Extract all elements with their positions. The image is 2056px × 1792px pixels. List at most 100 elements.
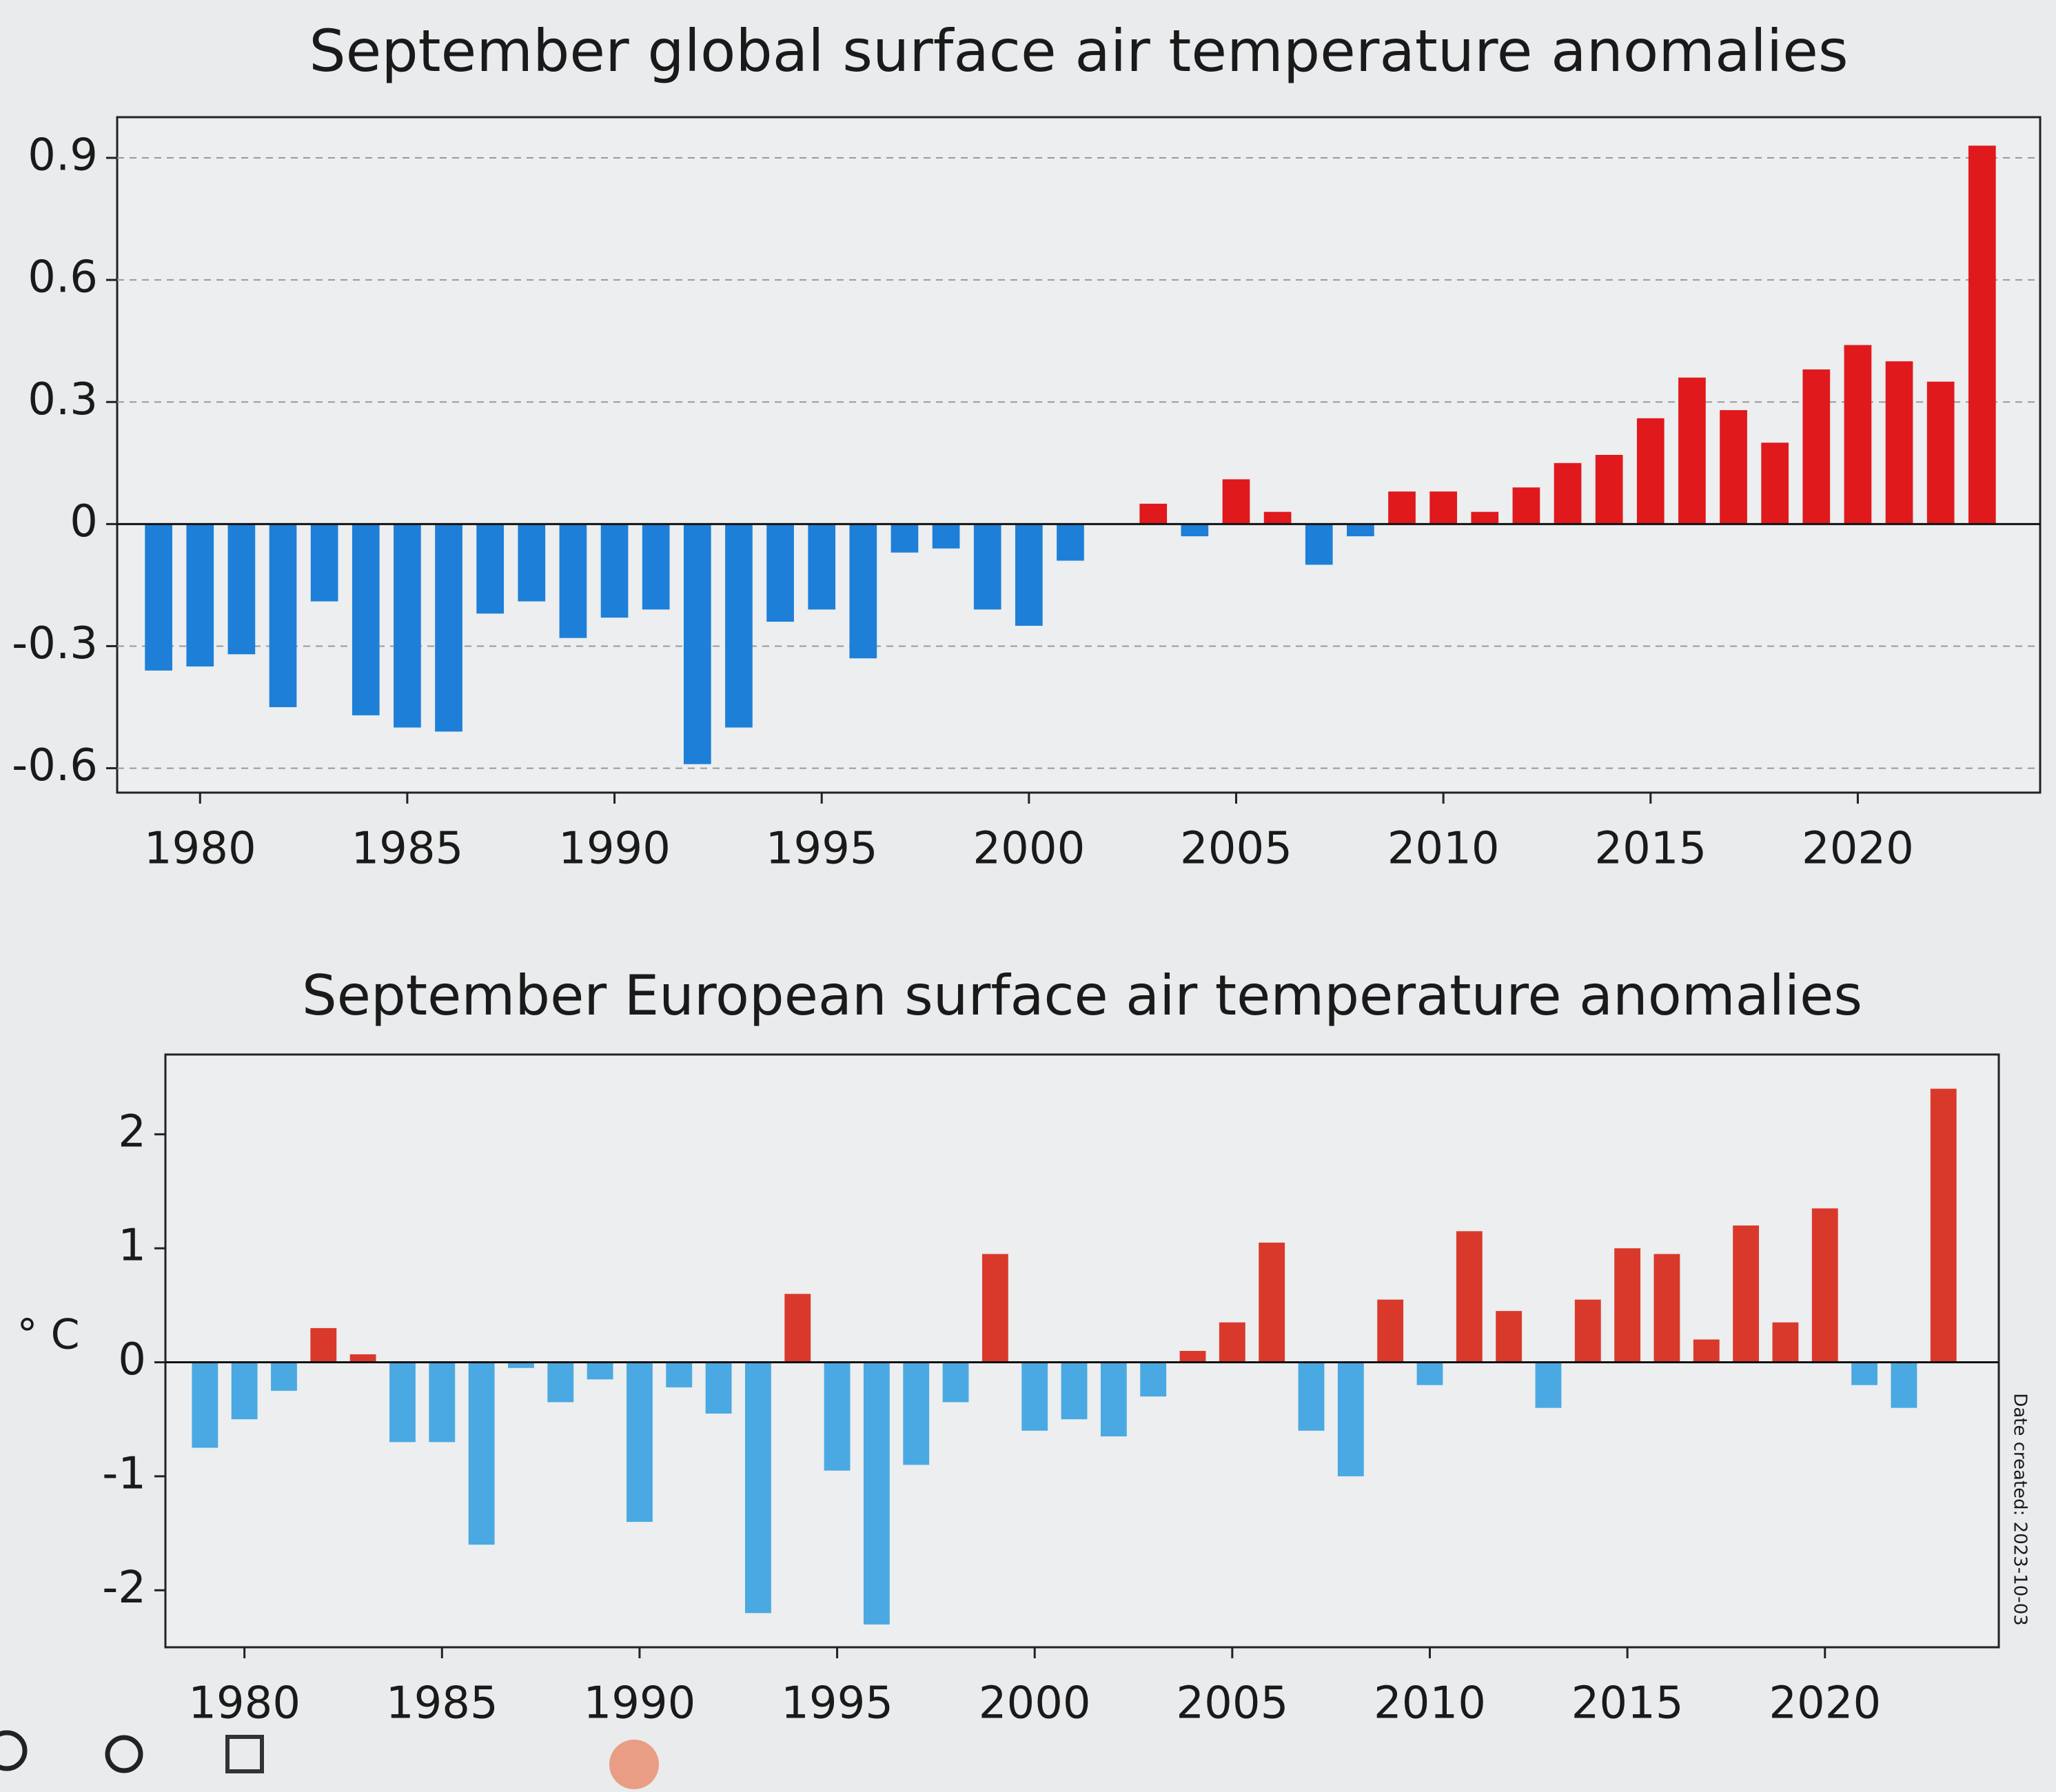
- bar: [1347, 524, 1374, 537]
- x-tick-label: 2020: [1769, 1678, 1881, 1729]
- y-tick-label: 0.3: [28, 374, 98, 425]
- taskbar-icon[interactable]: [0, 1730, 28, 1771]
- bar: [1298, 1362, 1325, 1431]
- bar: [1733, 1225, 1760, 1363]
- bar: [508, 1362, 534, 1368]
- bar: [1926, 381, 1955, 525]
- bar: [642, 524, 670, 610]
- bar: [186, 524, 214, 666]
- bar: [1574, 1299, 1601, 1363]
- y-tick-label: 0.6: [28, 252, 98, 303]
- y-tick-label: 0: [118, 1334, 146, 1385]
- bar: [394, 524, 421, 728]
- bar: [435, 524, 462, 732]
- taskbar: [0, 1730, 659, 1789]
- bar: [1653, 1254, 1680, 1363]
- bar: [1259, 1242, 1285, 1363]
- x-tick-label: 1985: [351, 824, 463, 875]
- y-tick-label: -1: [102, 1449, 146, 1500]
- bar: [1429, 491, 1457, 525]
- bar: [1471, 511, 1499, 525]
- date-note: Date created: 2023-10-03: [2010, 1393, 2030, 1626]
- y-tick-label: -0.3: [12, 618, 98, 669]
- bar: [1015, 524, 1043, 626]
- bar: [1720, 410, 1747, 525]
- bar: [973, 524, 1001, 610]
- bar: [231, 1362, 258, 1420]
- bar: [1811, 1208, 1838, 1363]
- bar: [666, 1362, 693, 1387]
- bar: [1535, 1362, 1562, 1408]
- bar: [725, 524, 753, 728]
- bar: [1337, 1362, 1364, 1476]
- chart-title: September European surface air temperatu…: [302, 964, 1862, 1028]
- bar: [547, 1362, 574, 1403]
- bar: [1179, 1351, 1206, 1363]
- bar: [1416, 1362, 1443, 1385]
- bar: [468, 1362, 495, 1545]
- taskbar-icon[interactable]: [225, 1735, 264, 1773]
- bar: [1456, 1231, 1483, 1363]
- bar: [766, 524, 794, 622]
- bar: [1802, 369, 1831, 525]
- bar: [1496, 1311, 1523, 1363]
- bar: [476, 524, 505, 614]
- bar: [600, 524, 629, 618]
- x-tick-label: 2005: [1176, 1678, 1288, 1729]
- y-tick-label: 0: [70, 496, 98, 547]
- bar: [518, 524, 546, 602]
- bar: [310, 1327, 337, 1363]
- bar: [863, 1362, 890, 1625]
- bar: [1139, 503, 1168, 525]
- bar: [890, 524, 919, 553]
- bar: [903, 1362, 930, 1465]
- x-tick-label: 1990: [558, 824, 671, 875]
- bar: [145, 524, 172, 671]
- bar: [824, 1362, 851, 1471]
- y-tick-label: 2: [118, 1106, 146, 1157]
- bar: [1222, 479, 1250, 525]
- bar: [808, 524, 836, 610]
- bar: [269, 524, 297, 708]
- bar: [683, 524, 711, 764]
- bar: [1100, 1362, 1127, 1437]
- bar: [227, 524, 256, 655]
- chart: September European surface air temperatu…: [17, 964, 2030, 1729]
- taskbar-icon[interactable]: [105, 1735, 143, 1773]
- y-axis-label: ° C: [17, 1311, 80, 1359]
- bar: [627, 1362, 653, 1523]
- x-tick-label: 2015: [1594, 824, 1707, 875]
- bar: [1061, 1362, 1088, 1420]
- x-tick-label: 2020: [1802, 824, 1914, 875]
- bar: [1181, 524, 1209, 537]
- y-tick-label: -2: [102, 1562, 146, 1613]
- bar: [192, 1362, 218, 1448]
- bar: [744, 1362, 771, 1613]
- bar: [1263, 511, 1292, 525]
- bar: [1305, 524, 1333, 565]
- taskbar-icon[interactable]: [609, 1740, 659, 1789]
- bar: [1388, 491, 1416, 525]
- y-tick-label: 0.9: [28, 130, 98, 181]
- plot-area: [164, 1053, 2000, 1649]
- bar: [352, 524, 380, 715]
- bar: [389, 1362, 416, 1443]
- bar: [1693, 1339, 1720, 1363]
- bar: [1851, 1362, 1878, 1385]
- bar: [1554, 462, 1582, 525]
- x-tick-label: 2005: [1180, 824, 1292, 875]
- y-tick-label: -0.6: [12, 740, 98, 791]
- x-tick-label: 1995: [766, 824, 878, 875]
- bar: [784, 1294, 811, 1363]
- chart: September global surface air temperature…: [12, 17, 2042, 875]
- x-tick-label: 2010: [1374, 1678, 1486, 1729]
- bar: [310, 524, 338, 602]
- bar: [1678, 377, 1706, 525]
- x-tick-label: 1980: [144, 824, 256, 875]
- x-tick-label: 2000: [979, 1678, 1091, 1729]
- x-tick-label: 1995: [781, 1678, 893, 1729]
- bar: [1930, 1088, 1957, 1363]
- bar: [271, 1362, 297, 1391]
